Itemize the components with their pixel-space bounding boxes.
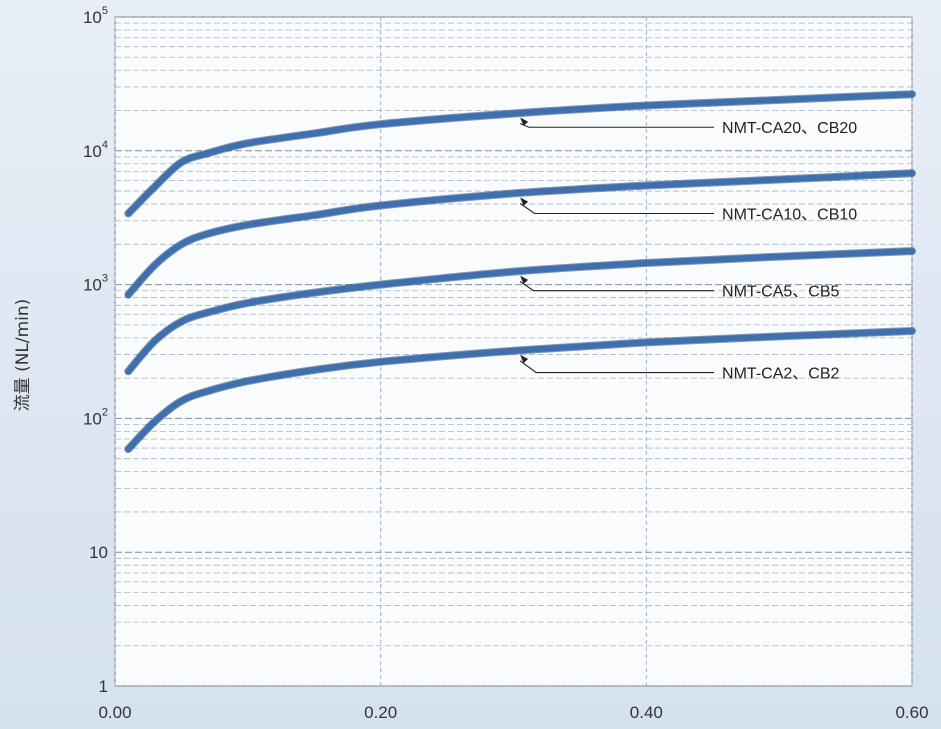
x-tick-label: 0.60 bbox=[895, 703, 928, 722]
y-tick-label: 105 bbox=[83, 5, 108, 27]
series-line-1 bbox=[125, 91, 915, 217]
annotation-arrowhead bbox=[520, 117, 529, 126]
y-tick-label: 104 bbox=[83, 139, 108, 161]
y-tick-label: 10 bbox=[89, 543, 108, 562]
series-lines bbox=[124, 90, 916, 454]
series-label-3: NMT-CA5、CB5 bbox=[722, 284, 839, 301]
x-tick-label: 0.00 bbox=[98, 703, 131, 722]
y-ticks: 1 10 102 103 104 105 bbox=[83, 5, 108, 696]
series-label-1: NMT-CA20、CB20 bbox=[722, 120, 857, 137]
x-tick-label: 0.40 bbox=[630, 703, 663, 722]
annotation-leader bbox=[519, 281, 715, 292]
annotation-leader bbox=[519, 202, 715, 215]
series-line-3 bbox=[125, 248, 915, 375]
series-label-4: NMT-CA2、CB2 bbox=[722, 366, 839, 383]
y-tick-label: 103 bbox=[83, 273, 108, 295]
x-tick-label: 0.20 bbox=[364, 703, 397, 722]
annotation-arrowhead bbox=[520, 197, 529, 206]
annotation-arrowhead bbox=[520, 275, 529, 284]
series-line-2 bbox=[125, 170, 915, 298]
series-line-4 bbox=[125, 328, 915, 453]
x-ticks: 0.00 0.20 0.40 0.60 bbox=[98, 703, 928, 722]
y-tick-label: 102 bbox=[83, 406, 108, 428]
annotation-leader bbox=[519, 360, 715, 374]
annotations: NMT-CA20、CB20 NMT-CA10、CB10 NMT-CA5、CB5 NMT… bbox=[519, 117, 857, 383]
annotation-arrowhead bbox=[520, 354, 529, 364]
y-axis-label: 流量 (NL/min) bbox=[13, 299, 33, 412]
series-label-2: NMT-CA10、CB10 bbox=[722, 206, 857, 223]
y-tick-label: 1 bbox=[99, 677, 108, 696]
